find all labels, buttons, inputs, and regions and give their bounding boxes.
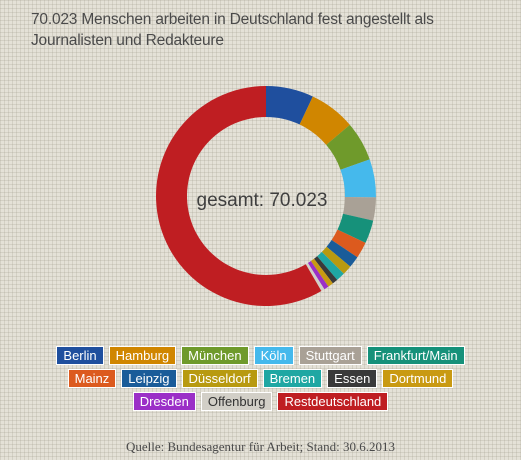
center-label: gesamt: 70.023	[197, 190, 328, 211]
donut-slices	[156, 86, 376, 306]
slice-münchen[interactable]	[326, 124, 370, 170]
chart-title: 70.023 Menschen arbeiten in Deutschland …	[31, 11, 434, 49]
legend-item-leipzig[interactable]: Leipzig	[121, 369, 177, 388]
slice-frankfurt-main[interactable]	[337, 213, 374, 243]
slice-mainz[interactable]	[331, 229, 366, 258]
legend-item-berlin[interactable]: Berlin	[56, 346, 104, 365]
legend-item-dresden[interactable]: Dresden	[132, 392, 196, 411]
legend-item-köln[interactable]: Köln	[253, 346, 294, 365]
legend-item-essen[interactable]: Essen	[327, 369, 378, 388]
slice-dortmund[interactable]	[310, 258, 333, 287]
legend-row-3: Dresden Offenburg Restdeutschland	[0, 392, 521, 411]
legend-item-restdeutschland[interactable]: Restdeutschland	[277, 392, 389, 411]
legend-item-düsseldorf[interactable]: Düsseldorf	[181, 369, 258, 388]
slice-essen[interactable]	[314, 256, 338, 284]
legend-item-frankfurt-main[interactable]: Frankfurt/Main	[366, 346, 465, 365]
source-note: Quelle: Bundesagentur für Arbeit; Stand:…	[126, 439, 395, 454]
slice-dresden[interactable]	[307, 261, 329, 290]
slice-bremen[interactable]	[317, 251, 344, 280]
legend-item-mainz[interactable]: Mainz	[67, 369, 117, 388]
slice-hamburg[interactable]	[299, 96, 350, 145]
legend-item-offenburg[interactable]: Offenburg	[200, 392, 273, 411]
legend-item-dortmund[interactable]: Dortmund	[382, 369, 454, 388]
legend: Berlin Hamburg München Köln Stuttgart Frankfu…	[0, 346, 521, 415]
slice-stuttgart[interactable]	[342, 196, 376, 221]
slice-restdeutschland[interactable]	[156, 86, 322, 306]
legend-item-hamburg[interactable]: Hamburg	[108, 346, 177, 365]
slice-leipzig[interactable]	[326, 239, 358, 267]
slice-offenburg[interactable]	[305, 262, 325, 292]
legend-row-2: Mainz Leipzig Düsseldorf Bremen Essen Dortmun…	[0, 369, 521, 388]
slice-düsseldorf[interactable]	[321, 246, 351, 274]
legend-item-bremen[interactable]: Bremen	[262, 369, 323, 388]
legend-item-münchen[interactable]: München	[181, 346, 249, 365]
slice-berlin[interactable]	[266, 86, 313, 125]
legend-item-stuttgart[interactable]: Stuttgart	[298, 346, 362, 365]
legend-row-1: Berlin Hamburg München Köln Stuttgart Frankfu…	[0, 346, 521, 365]
slice-köln[interactable]	[340, 159, 376, 198]
